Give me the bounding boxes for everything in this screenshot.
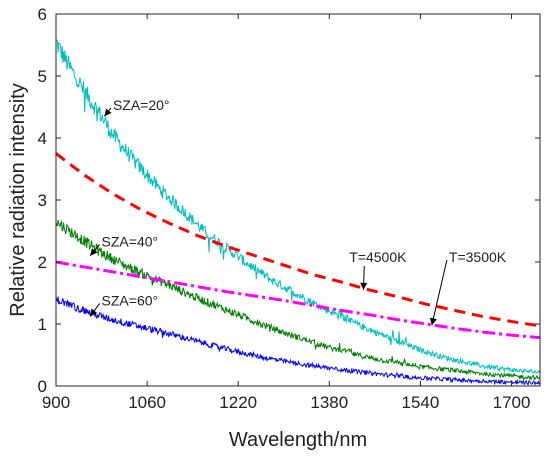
series-line-sza40 bbox=[55, 219, 541, 382]
y-tick-label: 0 bbox=[38, 377, 47, 396]
y-tick-label: 2 bbox=[38, 253, 47, 272]
x-tick-label: 900 bbox=[42, 393, 70, 412]
annotation-label: SZA=20° bbox=[113, 97, 170, 113]
series-line-t3500 bbox=[55, 260, 541, 340]
x-tick-label: 1220 bbox=[219, 393, 257, 412]
x-tick-label: 1380 bbox=[310, 393, 348, 412]
series-line-sza60 bbox=[55, 296, 541, 386]
y-tick-label: 3 bbox=[38, 191, 47, 210]
x-tick-label: 1700 bbox=[493, 393, 531, 412]
annotation-arrow-head bbox=[90, 248, 98, 256]
series-line-sza20 bbox=[55, 38, 541, 375]
x-axis-label: Wavelength/nm bbox=[229, 429, 367, 451]
annotation-arrow-head bbox=[104, 108, 112, 117]
annotation-arrow-line bbox=[431, 259, 448, 326]
annotation-layer: SZA=20° SZA=40° SZA=60° T=4500K T=3500K bbox=[89, 97, 507, 326]
annotation-label: SZA=60° bbox=[102, 292, 159, 308]
annotation-arrow-head bbox=[429, 317, 437, 326]
annotation-label: SZA=40° bbox=[102, 234, 159, 250]
series-layer bbox=[55, 38, 541, 386]
x-tick-label: 1060 bbox=[128, 393, 166, 412]
annotation-label: T=3500K bbox=[449, 249, 507, 265]
x-tick-label: 1540 bbox=[402, 393, 440, 412]
y-tick-label: 6 bbox=[38, 5, 47, 24]
y-tick-label: 4 bbox=[38, 129, 47, 148]
y-tick-label: 1 bbox=[38, 315, 47, 334]
annotation-arrow-head bbox=[90, 308, 98, 317]
annotation-label: T=4500K bbox=[349, 249, 407, 265]
annotation-arrow-head bbox=[360, 282, 368, 290]
y-tick-label: 5 bbox=[38, 67, 47, 86]
y-axis-label: Relative radiation intensity bbox=[7, 83, 29, 316]
series-line-t4500 bbox=[55, 152, 541, 328]
axes-layer: 900 1060 1220 1380 1540 1700 0 1 2 3 4 5 6 bbox=[38, 5, 541, 412]
